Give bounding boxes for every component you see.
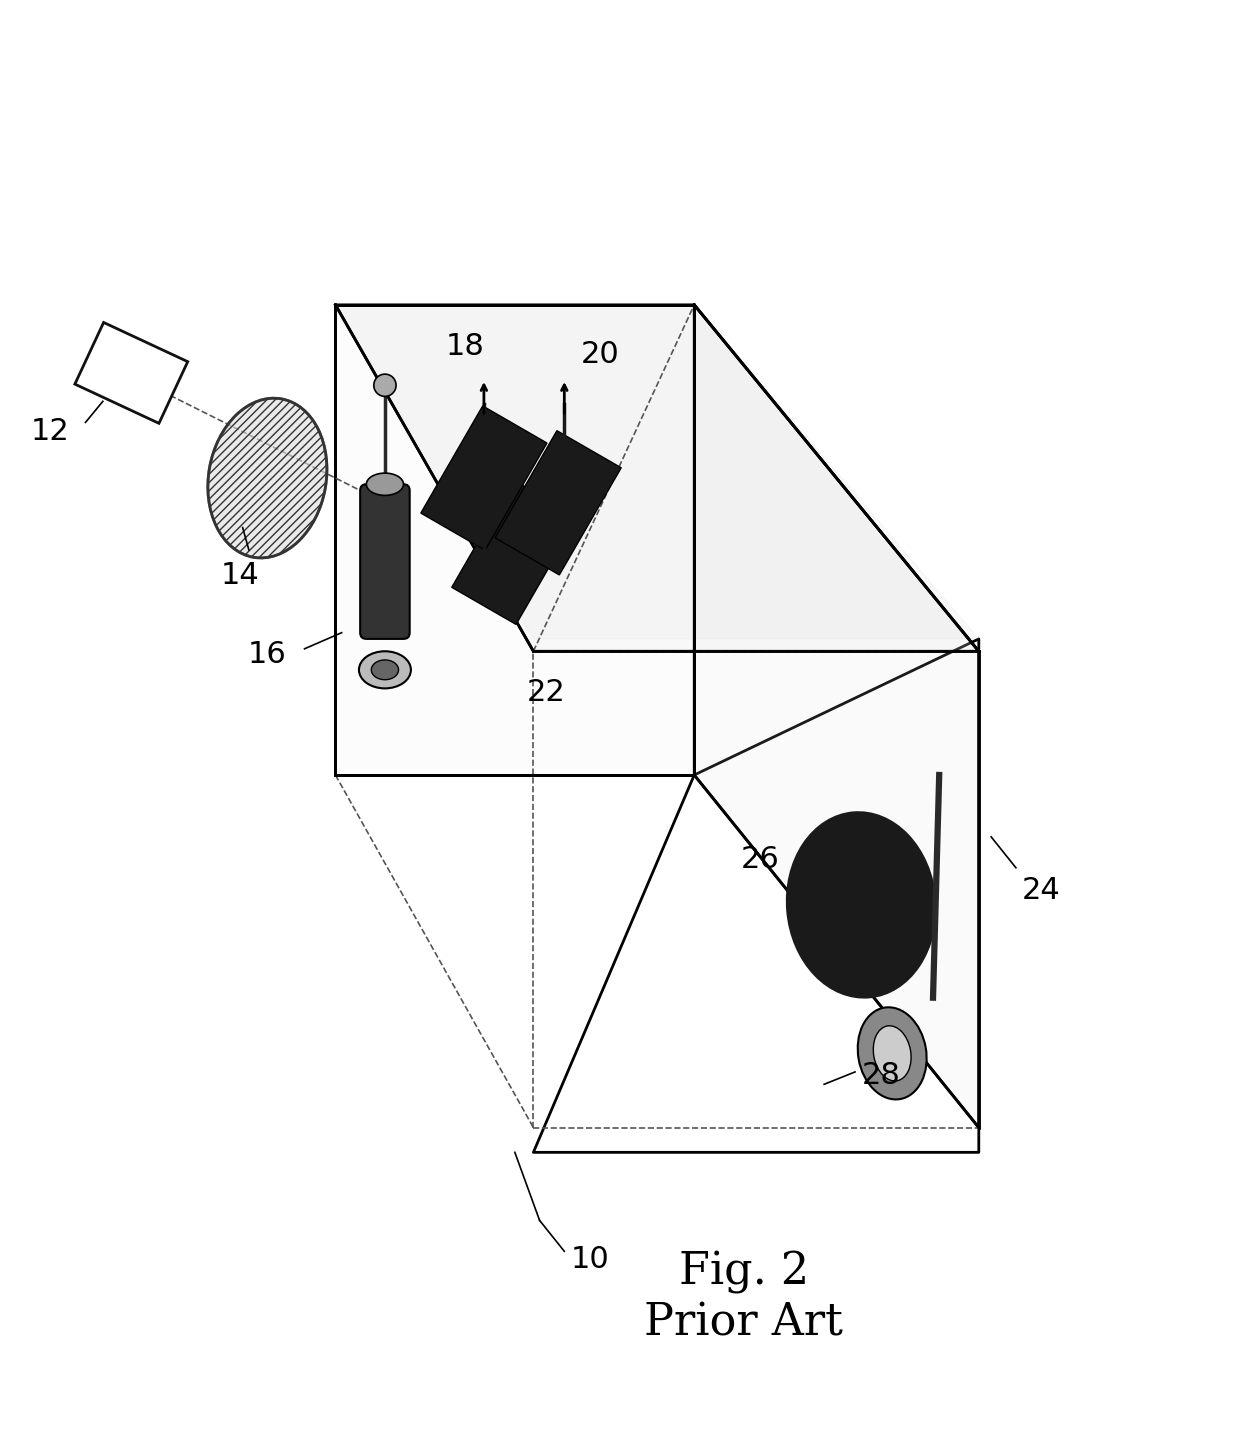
Polygon shape — [74, 322, 187, 424]
Polygon shape — [336, 305, 978, 651]
Text: 18: 18 — [446, 331, 485, 360]
Polygon shape — [694, 305, 978, 1127]
Text: 24: 24 — [1022, 876, 1061, 905]
Polygon shape — [336, 305, 978, 638]
Ellipse shape — [366, 473, 403, 495]
FancyBboxPatch shape — [360, 485, 409, 638]
Text: Fig. 2
Prior Art: Fig. 2 Prior Art — [645, 1251, 843, 1345]
Text: 14: 14 — [221, 562, 259, 591]
Polygon shape — [451, 480, 578, 624]
Text: 22: 22 — [527, 679, 565, 708]
Polygon shape — [495, 431, 621, 575]
Text: 20: 20 — [580, 340, 619, 369]
Polygon shape — [420, 406, 547, 550]
Ellipse shape — [358, 651, 410, 688]
Ellipse shape — [873, 1026, 911, 1081]
Ellipse shape — [787, 813, 936, 997]
Ellipse shape — [373, 374, 396, 396]
Text: 26: 26 — [742, 844, 780, 874]
Text: 10: 10 — [570, 1245, 609, 1274]
Text: 12: 12 — [31, 416, 69, 445]
Ellipse shape — [371, 660, 398, 679]
Text: 28: 28 — [862, 1061, 900, 1090]
Ellipse shape — [858, 1007, 926, 1100]
Text: 16: 16 — [247, 640, 286, 669]
Ellipse shape — [208, 398, 327, 557]
Polygon shape — [336, 305, 694, 775]
